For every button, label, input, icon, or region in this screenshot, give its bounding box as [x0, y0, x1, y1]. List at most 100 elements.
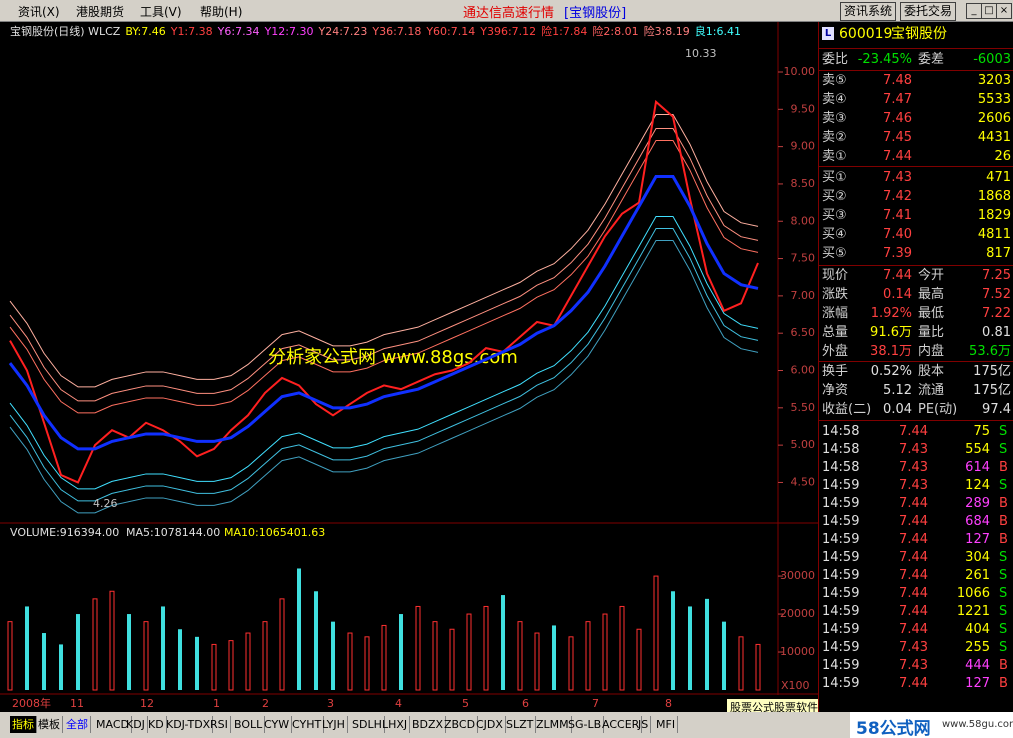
volume-bar: [722, 621, 726, 690]
stat-value: 91.6万: [870, 325, 912, 340]
volume-bar: [602, 613, 608, 691]
x-tick-label: 8: [665, 697, 672, 710]
book-label: 卖②: [822, 130, 847, 145]
stat-value: 0.04: [883, 402, 912, 417]
indicator-tab[interactable]: BDZX: [410, 716, 447, 733]
stat-value: 175亿: [973, 383, 1011, 398]
volume-bar: [399, 614, 403, 690]
indicator-tab[interactable]: BOLL: [232, 716, 266, 733]
indicator-tab[interactable]: CJDX: [474, 716, 506, 733]
stat-label: 净资: [822, 383, 849, 398]
trade-button[interactable]: 委托交易: [900, 2, 957, 21]
separator: [819, 420, 1013, 421]
tick-volume: 554: [965, 442, 990, 457]
tick-price: 7.43: [899, 478, 928, 493]
info-button[interactable]: 资讯系统: [840, 2, 897, 21]
stat-label: 换手: [822, 364, 849, 379]
chart: 宝钢股份(日线) WLCZ BY:7.46 Y1:7.38 Y6:7.34 Y12:7.…: [0, 22, 818, 712]
indicator-tab[interactable]: LHXJ: [380, 716, 411, 733]
stat-label: 现价: [822, 268, 849, 283]
book-label: 买②: [822, 189, 847, 204]
tick-side: B: [999, 532, 1008, 547]
stat-value: 175亿: [973, 364, 1011, 379]
x-tick-label: 4: [395, 697, 402, 710]
indicator-tab[interactable]: KD: [146, 716, 167, 733]
menu-item[interactable]: 资讯(X): [18, 5, 60, 19]
tick-price: 7.44: [899, 676, 928, 691]
tick-time: 14:59: [822, 604, 860, 619]
stat-label: 最低: [918, 306, 945, 321]
separator: [819, 265, 1013, 266]
separator: [819, 48, 1013, 49]
close-button[interactable]: ×: [996, 3, 1012, 19]
volume-bar: [161, 606, 165, 690]
volume-bar: [297, 568, 301, 690]
tick-volume: 304: [965, 550, 990, 565]
tick-side: S: [999, 568, 1008, 583]
tick-side: S: [999, 604, 1008, 619]
indicator-tab[interactable]: SDLH: [350, 716, 385, 733]
y-tick-label: 8.50: [791, 177, 816, 190]
menu-item[interactable]: 工具(V): [140, 5, 182, 19]
x-tick-label: 1: [213, 697, 220, 710]
volume-bar: [127, 614, 131, 690]
info-item: Y1:7.38: [170, 25, 213, 38]
restore-button[interactable]: □: [981, 3, 997, 19]
volume-bar: [381, 624, 387, 691]
volume-bar: [178, 629, 182, 690]
info-item: 险2:8.01: [592, 24, 638, 38]
indicator-tab[interactable]: SLZT: [504, 716, 537, 733]
info-item: Y396:7.12: [479, 25, 536, 38]
indicator-tab[interactable]: LYJH: [320, 716, 348, 733]
stat-value: 7.52: [982, 287, 1011, 302]
volume-bar: [228, 640, 234, 691]
volume-bar: [59, 644, 63, 690]
low-label: 4.26: [93, 497, 118, 510]
tick-volume: 124: [965, 478, 990, 493]
tick-side: S: [999, 622, 1008, 637]
stat-label: 收益(二): [822, 402, 872, 417]
tick-volume: 614: [965, 460, 990, 475]
indicator-tab[interactable]: ZBCD: [442, 716, 479, 733]
indicator-tab[interactable]: ACCER: [600, 716, 643, 733]
volume-ma10: MA10:1065401.63: [224, 526, 325, 539]
indicator-tab[interactable]: RSI: [208, 716, 231, 733]
indicator-tab[interactable]: KDJ-TDX: [164, 716, 214, 733]
volume-bar: [636, 628, 642, 691]
tick-side: B: [999, 514, 1008, 529]
tick-side: S: [999, 640, 1008, 655]
book-volume: 3203: [977, 73, 1011, 88]
volume-bar: [92, 598, 98, 691]
indicator-tab[interactable]: CYW: [262, 716, 293, 733]
tick-side: B: [999, 658, 1008, 673]
indicator-tab[interactable]: MACD: [94, 716, 132, 733]
separator: [819, 70, 1013, 71]
volume-bar: [42, 633, 46, 690]
tick-volume: 1066: [956, 586, 990, 601]
indicator-tab[interactable]: KDJ: [124, 716, 148, 733]
indicator-tab[interactable]: JS: [636, 716, 652, 733]
indicator-tab[interactable]: ZLMM: [534, 716, 572, 733]
book-price: 7.43: [883, 170, 912, 185]
menu-item[interactable]: 帮助(H): [200, 5, 243, 19]
indicator-tab[interactable]: 模板: [36, 716, 63, 733]
indicator-tab[interactable]: 指标: [10, 716, 37, 733]
volume-bar: [585, 621, 591, 691]
menu-item[interactable]: 港股期货: [76, 5, 125, 19]
indicator-tab[interactable]: 全部: [64, 716, 91, 733]
book-label: 买④: [822, 227, 847, 242]
tick-volume: 255: [965, 640, 990, 655]
indicator-tab[interactable]: CYHT: [290, 716, 325, 733]
book-price: 7.44: [883, 149, 912, 164]
tick-volume: 127: [965, 676, 990, 691]
market-icon: L: [822, 27, 834, 40]
tick-side: S: [999, 550, 1008, 565]
download-banner[interactable]: 股票公式股票软件下载: [730, 700, 818, 712]
minimize-button[interactable]: _: [966, 3, 982, 19]
indicator-tab[interactable]: SG-LB: [566, 716, 605, 733]
volume-bar: [688, 606, 692, 690]
y-tick-label: 8.00: [791, 214, 816, 227]
indicator-tab[interactable]: MFI: [654, 716, 679, 733]
book-label: 买①: [822, 170, 847, 185]
x-tick-label: 5: [462, 697, 469, 710]
